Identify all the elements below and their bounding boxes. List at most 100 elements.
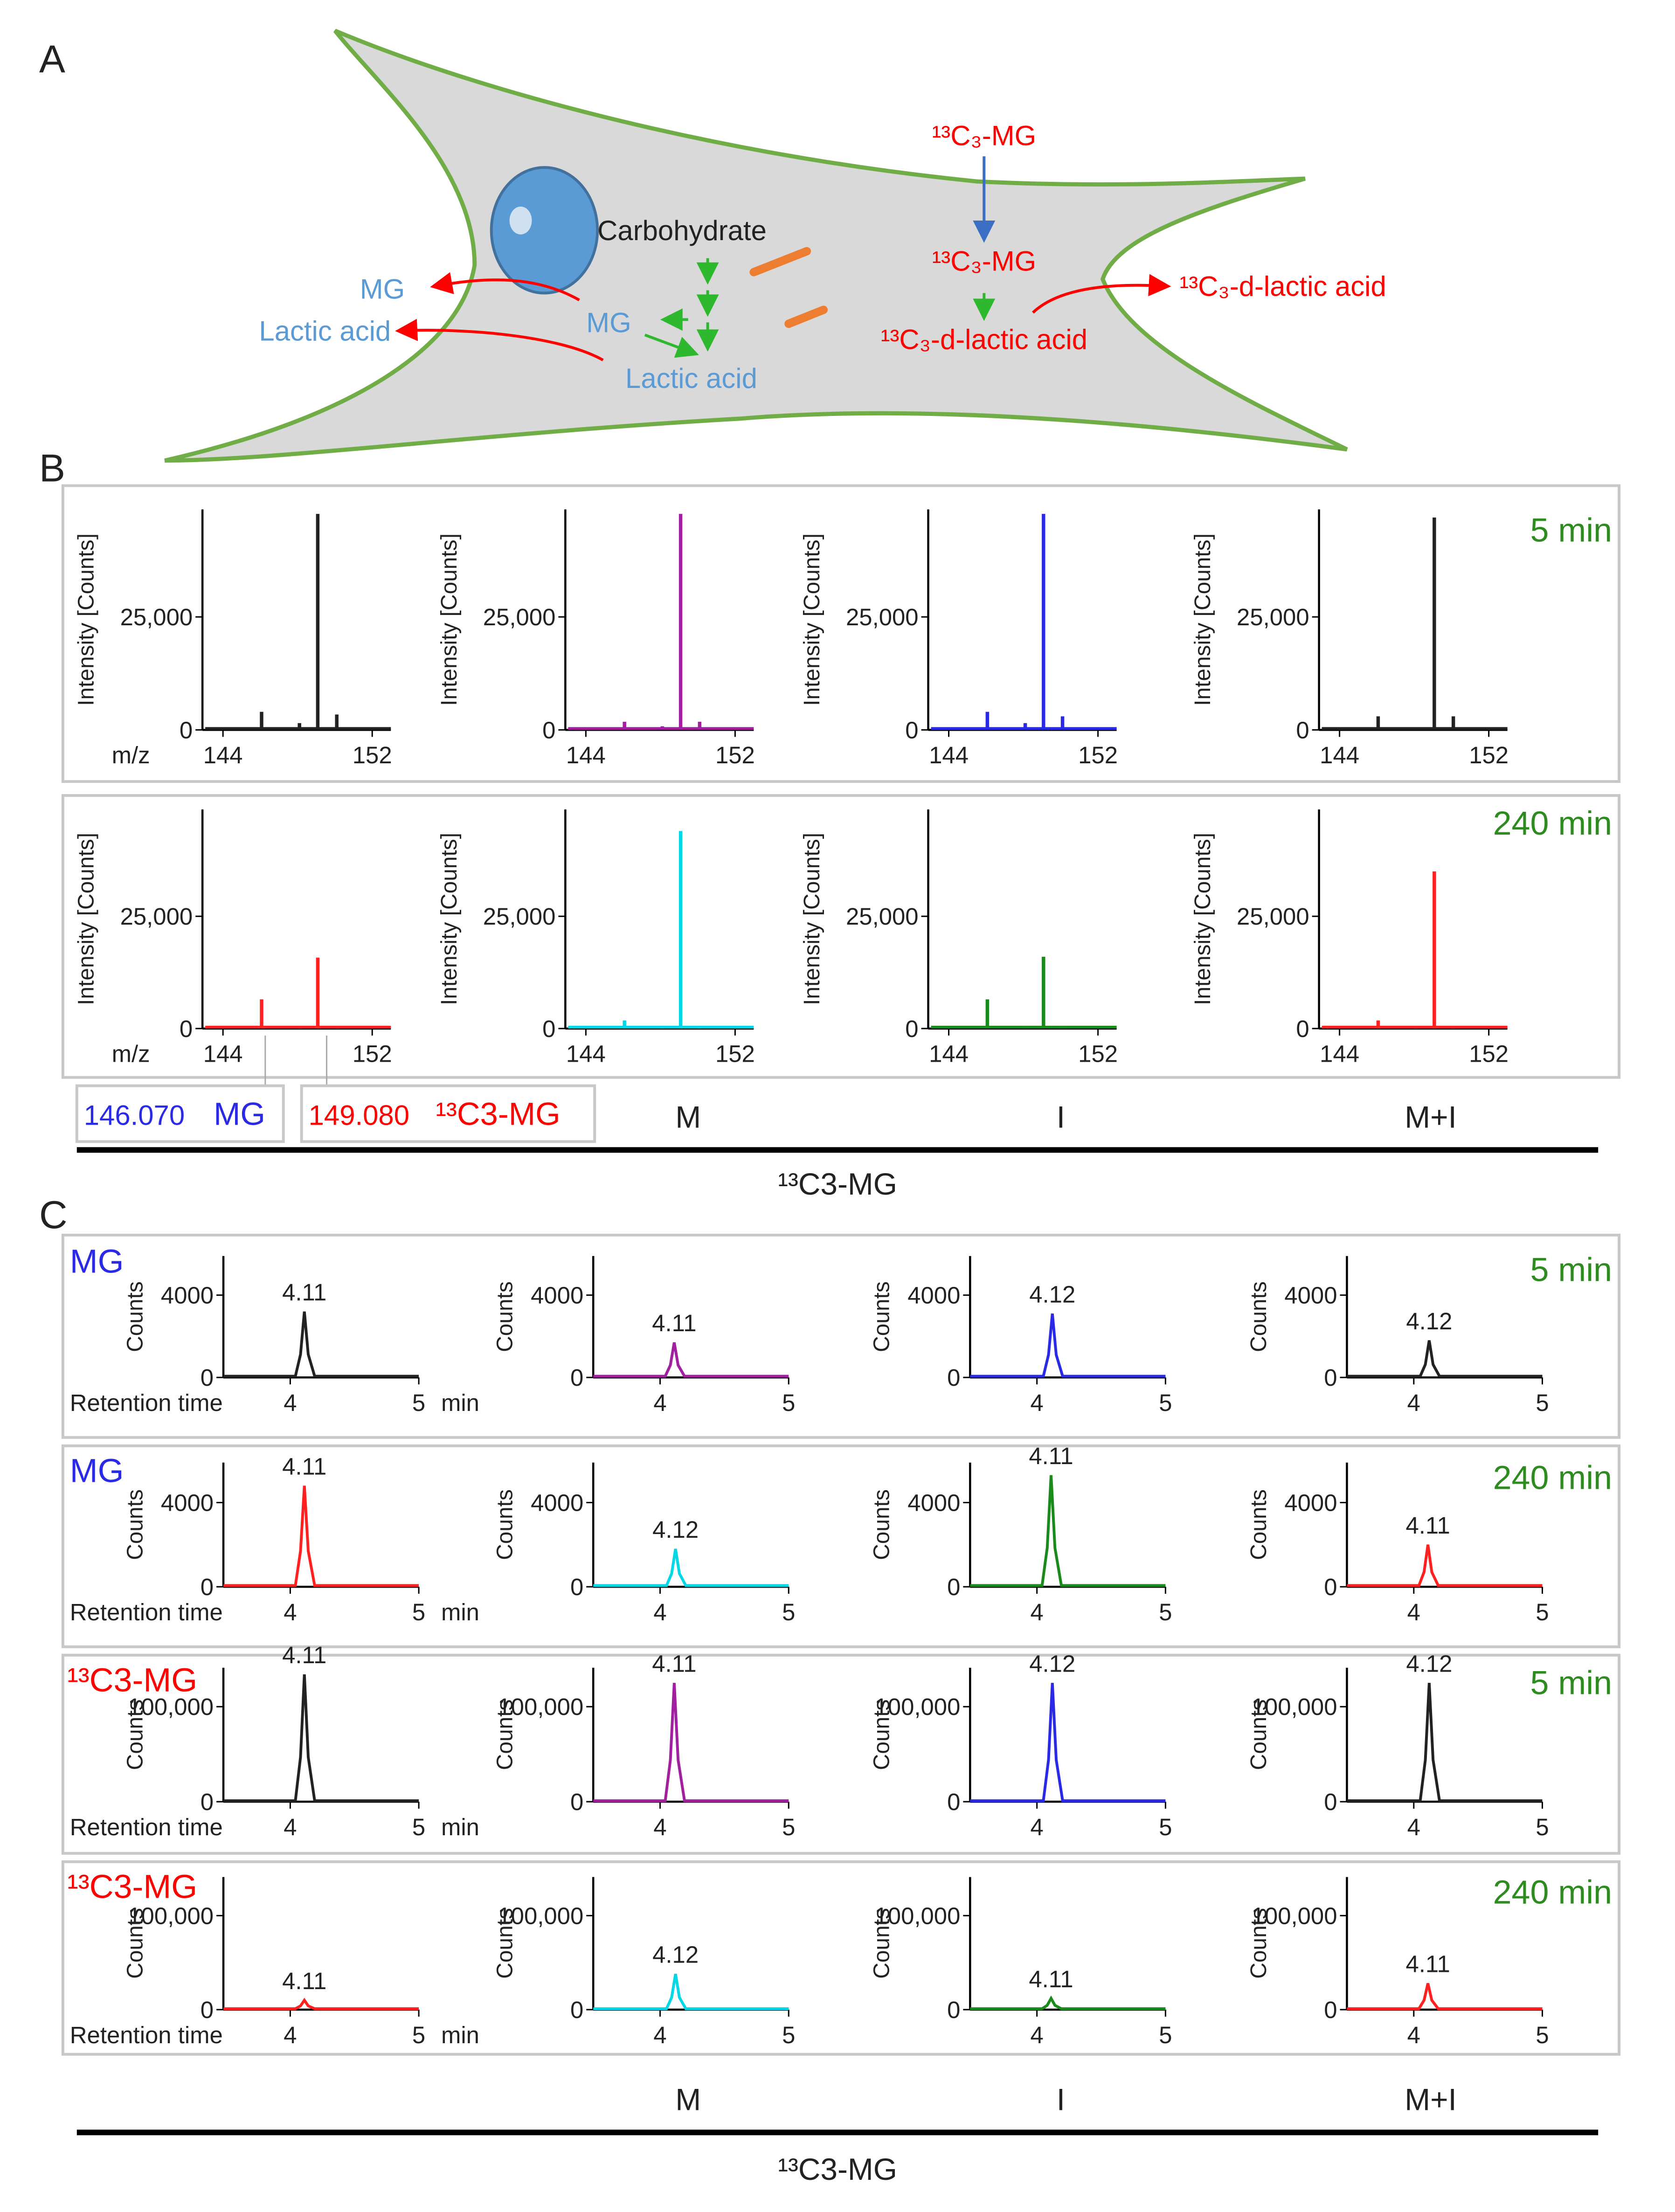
arrow [395,318,604,361]
x-tick-label: 4 [1407,1389,1420,1416]
y-tick-label: 0 [201,1789,214,1815]
y-tick-label: 0 [1296,1016,1309,1042]
peak-label: 4.11 [282,1968,326,1994]
column-label: M [675,2082,701,2117]
x-tick-label: 144 [1320,742,1359,768]
x-tick-label: 4 [284,1599,297,1625]
peak-label: 4.11 [282,1453,326,1479]
chromatogram [223,1311,419,1378]
peak-label: 4.12 [1029,1650,1075,1677]
peak-label: 4.12 [1406,1650,1452,1677]
y-tick-label: 0 [1296,717,1309,743]
y-axis-label: Intensity [Counts] [1190,833,1215,1005]
x-tick-label: 5 [1159,2022,1172,2048]
x-tick-label: 5 [412,1814,425,1840]
y-tick-label: 0 [201,1997,214,2023]
y-tick-label: 4000 [1284,1489,1337,1516]
x-tick-label: 5 [782,1389,795,1416]
legend-name: ¹³C3-MG [436,1096,561,1132]
y-tick-label: 0 [1324,1364,1337,1391]
x-tick-label: 4 [1031,2022,1044,2048]
peak-label: 4.11 [1029,1443,1073,1469]
y-axis-label: Intensity [Counts] [800,833,824,1005]
y-tick-label: 25,000 [846,604,919,630]
x-tick-label: 152 [353,742,392,768]
panel-label: A [39,37,65,81]
x-tick-label: 152 [1078,742,1118,768]
x-tick-label: 4 [1407,1814,1420,1840]
time-label: 240 min [1493,1459,1613,1497]
y-tick-label: 4000 [907,1489,960,1516]
chromatogram [970,1313,1166,1378]
chromatogram [223,1998,419,2010]
row-frame [61,1653,1621,1855]
peak-label: 4.12 [652,1516,699,1543]
x-tick-label: 152 [1469,1041,1509,1067]
y-tick-label: 25,000 [846,903,919,930]
legend-mz: 146.070 [84,1099,185,1131]
y-axis-label: Intensity [Counts] [800,533,824,706]
diagram-label: Lactic acid [625,363,757,394]
row-label: MG [70,1243,124,1280]
x-tick-label: 5 [1159,1599,1172,1625]
diagram-label: MG [360,274,405,305]
chromatogram [970,1475,1166,1587]
y-tick-label: 4000 [161,1489,214,1516]
column-label: M+I [1405,2082,1457,2117]
peak-label: 4.12 [1029,1281,1075,1307]
legend-box [75,1084,285,1143]
peak-label: 4.12 [652,1941,699,1968]
y-tick-label: 0 [180,1016,193,1042]
row-label: ¹³C3-MG [67,1662,197,1699]
y-axis-label: Intensity [Counts] [1190,533,1215,706]
time-label: 5 min [1530,1665,1612,1702]
group-label: ¹³C3-MG [778,1167,897,1201]
peak-label: 4.12 [1406,1308,1452,1334]
cell [164,28,1348,463]
chromatogram [223,1486,419,1587]
x-axis-label: m/z [112,742,150,768]
y-axis-label: Counts [123,1700,147,1770]
x-tick-label: 152 [715,1041,755,1067]
y-axis-label: Intensity [Counts] [437,833,462,1005]
x-axis-unit: min [441,1814,479,1840]
row-frame [61,1233,1621,1439]
x-tick-label: 4 [653,2022,666,2048]
y-tick-label: 0 [570,1364,583,1391]
arrow [1031,274,1171,314]
panel-label: B [39,446,65,490]
y-tick-label: 0 [947,1574,960,1600]
diagram-label: Lactic acid [259,315,391,346]
time-label: 5 min [1530,1251,1612,1289]
diagram-label: MG [586,307,631,338]
x-tick-label: 4 [284,1814,297,1840]
row-frame [61,794,1621,1079]
legend-name: MG [214,1096,265,1132]
x-tick-label: 5 [1536,1599,1549,1625]
x-tick-label: 144 [203,1041,243,1067]
y-tick-label: 0 [570,1789,583,1815]
y-tick-label: 0 [180,717,193,743]
chromatogram [593,1973,789,2010]
column-label: I [1057,2082,1065,2117]
y-axis-label: Counts [870,1908,894,1979]
group-label: ¹³C3-MG [778,2152,897,2186]
chromatogram [970,1683,1166,1802]
y-axis-label: Counts [123,1281,147,1352]
x-tick-label: 4 [653,1814,666,1840]
x-tick-label: 5 [1159,1389,1172,1416]
x-tick-label: 5 [1536,1814,1549,1840]
organelle [749,247,811,276]
y-axis-label: Counts [493,1489,518,1560]
y-tick-label: 0 [201,1364,214,1391]
chromatogram [593,1342,789,1378]
x-axis-label: Retention time [70,1389,223,1416]
nucleus [490,166,599,295]
time-label: 5 min [1530,512,1612,549]
x-tick-label: 4 [1031,1814,1044,1840]
y-tick-label: 100,000 [874,1902,960,1929]
y-axis-label: Counts [123,1908,147,1979]
x-axis-unit: min [441,1389,479,1416]
y-tick-label: 0 [201,1574,214,1600]
y-tick-label: 0 [542,1016,555,1042]
